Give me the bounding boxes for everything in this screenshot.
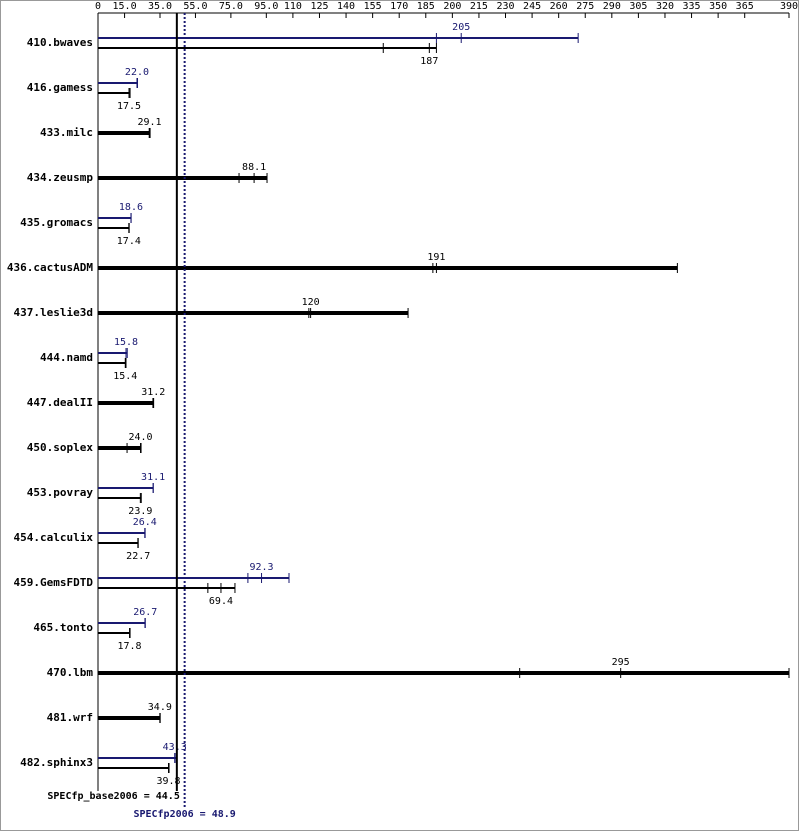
category-label: 459.GemsFDTD — [14, 576, 94, 589]
bar — [98, 217, 132, 219]
bar — [98, 176, 268, 180]
value-label: 17.5 — [117, 101, 141, 112]
bar — [98, 352, 128, 354]
x-tick-label: 305 — [629, 1, 647, 12]
bar — [98, 311, 409, 315]
x-tick-label: 260 — [550, 1, 568, 12]
category-label: 465.tonto — [33, 621, 93, 634]
reference-label: SPECfp2006 = 48.9 — [133, 809, 235, 820]
category-label: 434.zeusmp — [27, 171, 94, 184]
bar — [98, 532, 146, 534]
value-label: 69.4 — [209, 596, 233, 607]
bar — [98, 757, 176, 759]
value-label: 15.8 — [114, 337, 138, 348]
category-label: 470.lbm — [47, 666, 94, 679]
x-tick-label: 290 — [603, 1, 621, 12]
x-tick-label: 185 — [417, 1, 435, 12]
value-label: 187 — [420, 56, 438, 67]
x-tick-label: 15.0 — [113, 1, 137, 12]
value-label: 39.8 — [156, 776, 180, 787]
bar — [98, 716, 161, 720]
bar — [98, 577, 289, 579]
bar — [98, 446, 142, 450]
value-label: 205 — [452, 22, 470, 33]
category-label: 481.wrf — [47, 711, 93, 724]
value-label: 34.9 — [148, 702, 172, 713]
bar — [98, 37, 579, 39]
value-label: 24.0 — [128, 432, 152, 443]
category-label: 450.soplex — [27, 441, 94, 454]
x-tick-label: 365 — [736, 1, 754, 12]
category-label: 482.sphinx3 — [20, 756, 93, 769]
x-tick-label: 95.0 — [254, 1, 278, 12]
value-label: 31.2 — [141, 387, 165, 398]
category-label: 433.milc — [40, 126, 93, 139]
bar — [98, 362, 126, 364]
category-label: 435.gromacs — [20, 216, 93, 229]
bar — [98, 266, 678, 270]
value-label: 18.6 — [119, 202, 143, 213]
category-label: 454.calculix — [14, 531, 94, 544]
x-tick-label: 110 — [284, 1, 302, 12]
x-tick-label: 215 — [470, 1, 488, 12]
reference-label: SPECfp_base2006 = 44.5 — [47, 791, 179, 802]
value-label: 191 — [427, 252, 445, 263]
category-label: 416.gamess — [27, 81, 93, 94]
x-tick-label: 0 — [95, 1, 101, 12]
value-label: 31.1 — [141, 472, 165, 483]
value-label: 17.4 — [117, 236, 141, 247]
x-tick-label: 125 — [310, 1, 328, 12]
x-tick-label: 35.0 — [148, 1, 172, 12]
bar — [98, 542, 139, 544]
value-label: 26.4 — [133, 517, 157, 528]
bar — [98, 401, 154, 405]
bar — [98, 82, 138, 84]
bar — [98, 92, 131, 94]
bar — [98, 227, 130, 229]
value-label: 26.7 — [133, 607, 157, 618]
x-tick-label: 170 — [390, 1, 408, 12]
x-tick-label: 335 — [683, 1, 701, 12]
bar — [98, 671, 789, 675]
x-tick-label: 155 — [364, 1, 382, 12]
x-tick-label: 350 — [709, 1, 727, 12]
bar — [98, 587, 235, 589]
value-label: 295 — [612, 657, 630, 668]
category-label: 444.namd — [40, 351, 93, 364]
category-label: 453.povray — [27, 486, 94, 499]
category-label: 447.dealII — [27, 396, 93, 409]
value-label: 15.4 — [113, 371, 137, 382]
x-tick-label: 200 — [443, 1, 461, 12]
value-label: 22.7 — [126, 551, 150, 562]
value-label: 22.0 — [125, 67, 149, 78]
value-label: 88.1 — [242, 162, 266, 173]
category-label: 437.leslie3d — [14, 306, 93, 319]
value-label: 23.9 — [128, 506, 152, 517]
bar — [98, 622, 146, 624]
x-tick-label: 245 — [523, 1, 541, 12]
value-label: 17.8 — [117, 641, 141, 652]
x-tick-label: 320 — [656, 1, 674, 12]
value-label: 29.1 — [138, 117, 162, 128]
value-label: 92.3 — [249, 562, 273, 573]
bar — [98, 632, 131, 634]
value-label: 120 — [302, 297, 320, 308]
x-tick-label: 230 — [496, 1, 514, 12]
bar — [98, 131, 151, 135]
value-label: 43.3 — [163, 742, 187, 753]
bar — [98, 767, 170, 769]
category-label: 410.bwaves — [27, 36, 93, 49]
x-tick-label: 55.0 — [183, 1, 207, 12]
x-tick-label: 390 — [780, 1, 798, 12]
bar — [98, 47, 437, 49]
x-tick-label: 275 — [576, 1, 594, 12]
x-tick-label: 75.0 — [219, 1, 243, 12]
bar — [98, 487, 154, 489]
x-tick-label: 140 — [337, 1, 355, 12]
bar — [98, 497, 142, 499]
category-label: 436.cactusADM — [7, 261, 93, 274]
